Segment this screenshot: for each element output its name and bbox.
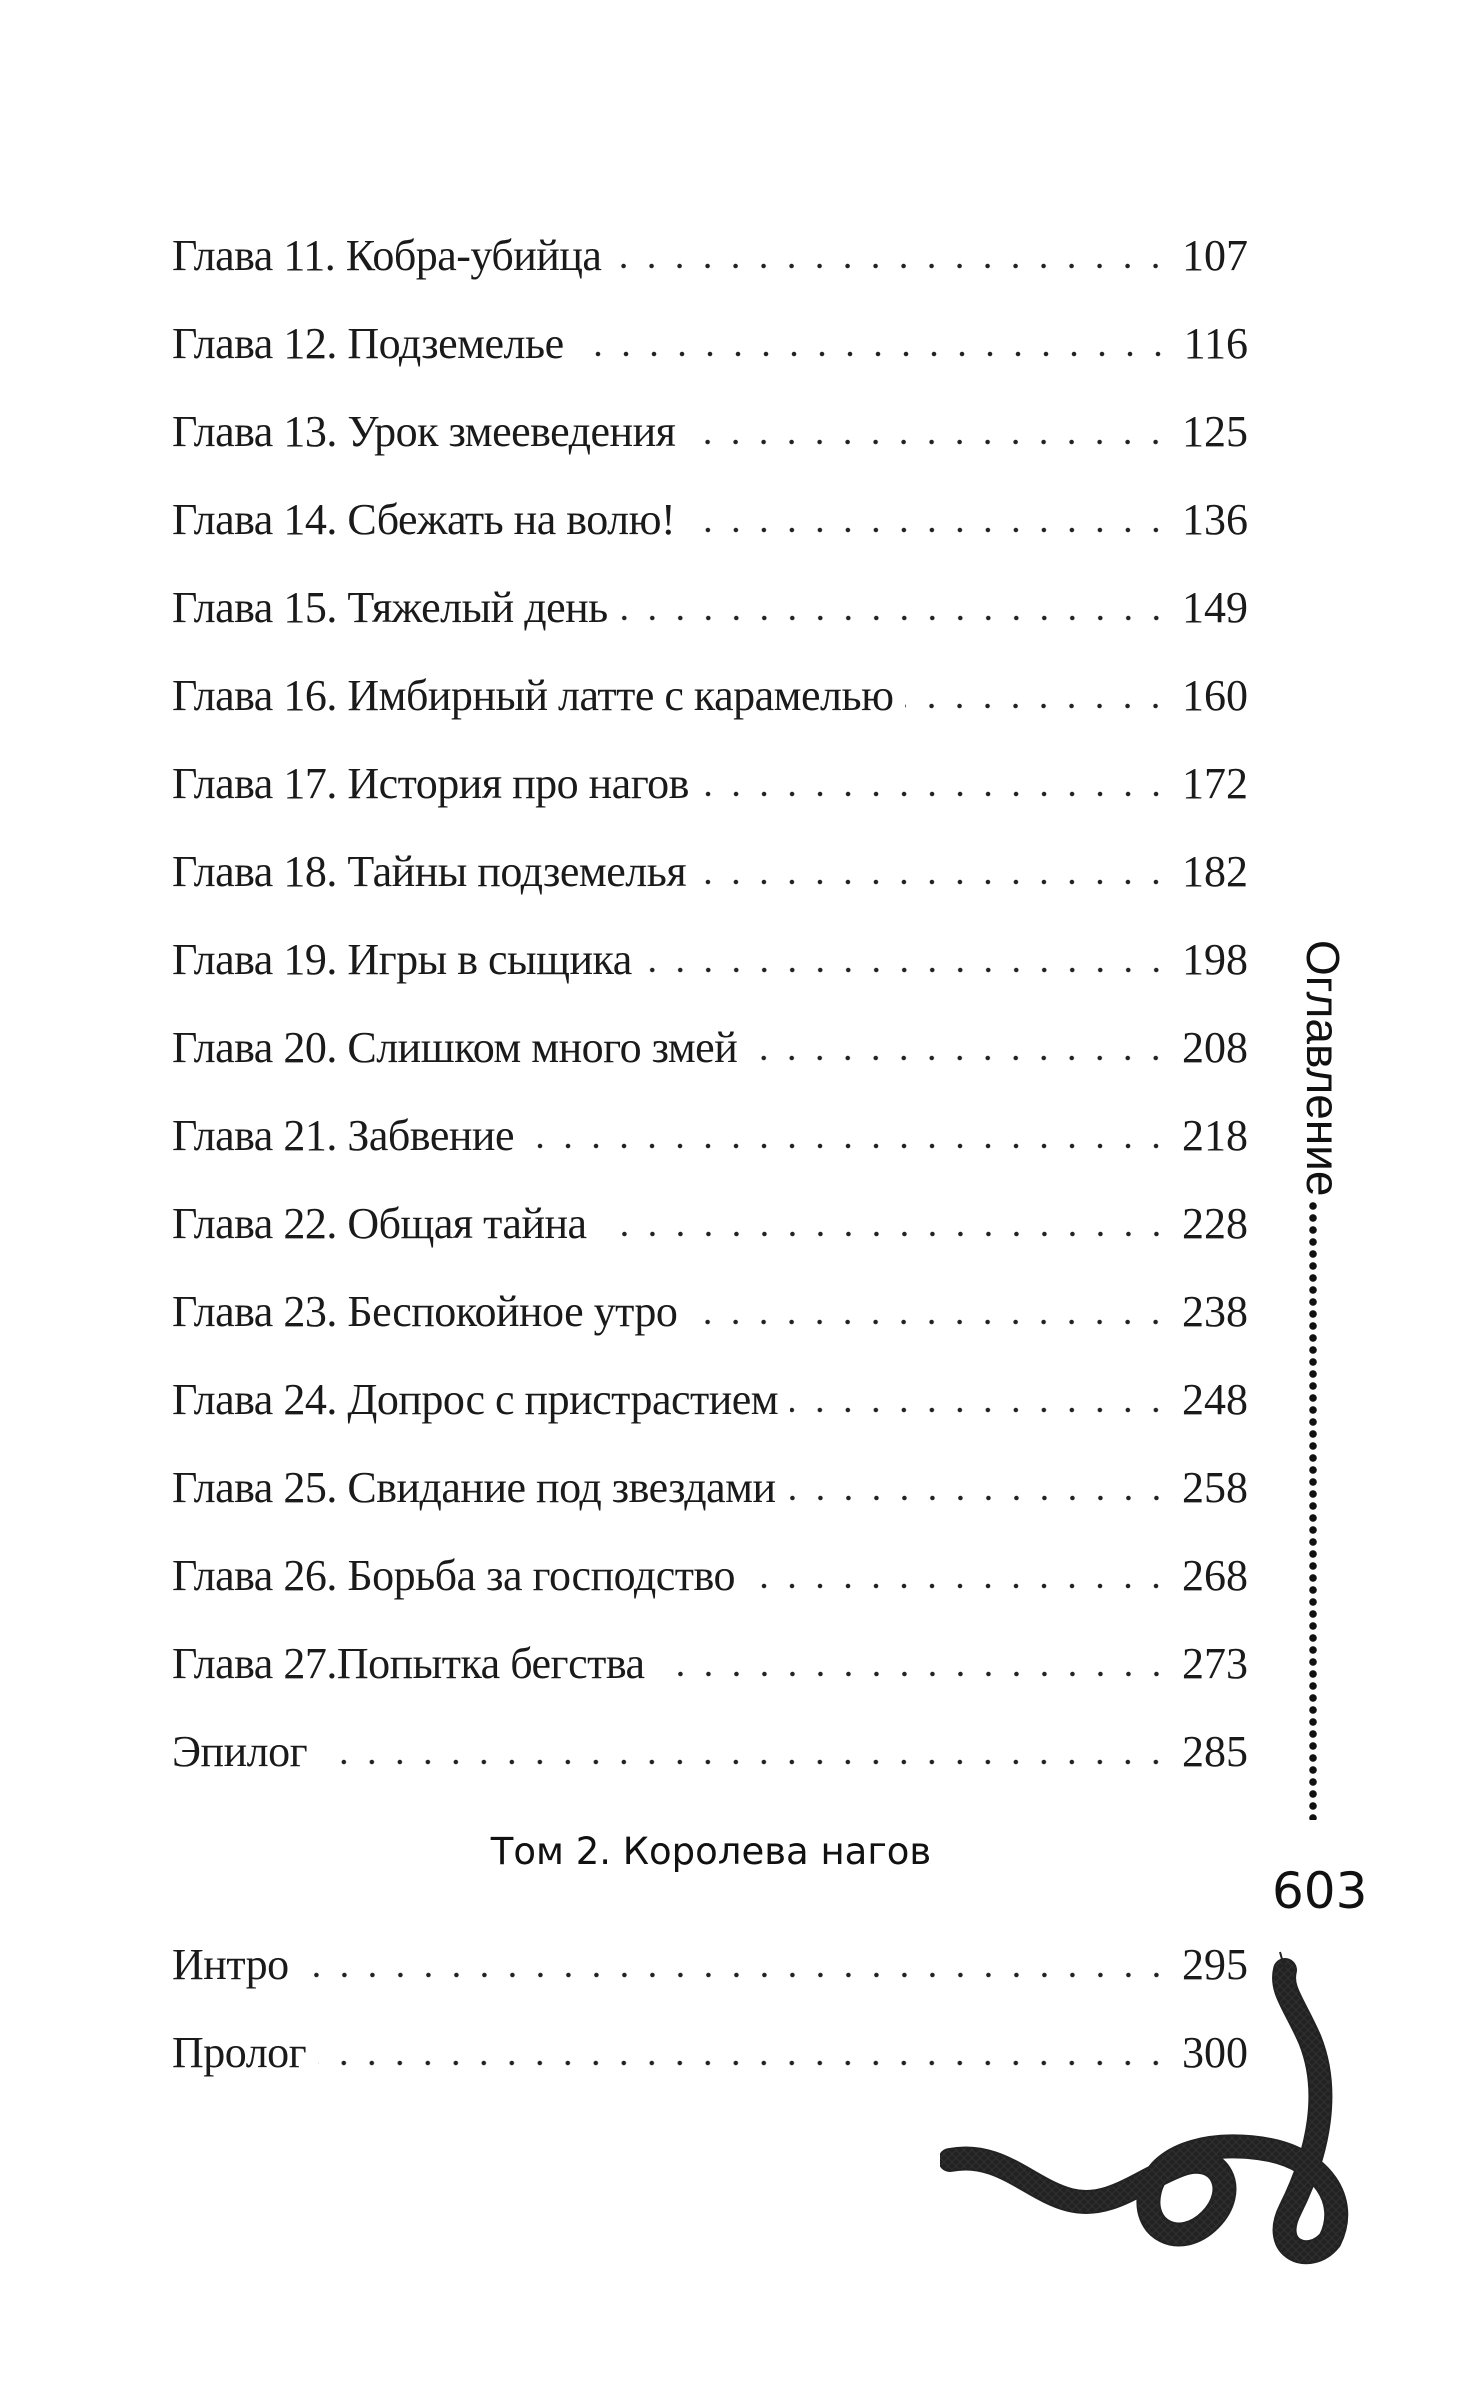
- toc-volume-2: Интро 295 Пролог 300: [172, 1921, 1248, 2097]
- toc-entry: Глава 17. История про нагов 172: [172, 740, 1248, 828]
- entry-title: Глава 23. Беспокойное утро: [172, 1287, 678, 1336]
- running-head: Оглавление: [1297, 940, 1349, 1197]
- toc-entry: Глава 13. Урок змееведения 125: [172, 388, 1248, 476]
- toc-entry: Интро 295: [172, 1921, 1248, 2009]
- dot-leader: [319, 1758, 1170, 1766]
- entry-title: Глава 21. Забвение: [172, 1111, 514, 1160]
- entry-page: 149: [1182, 583, 1248, 632]
- entry-page: 198: [1182, 935, 1248, 984]
- entry-page: 208: [1182, 1023, 1248, 1072]
- dot-leader: [790, 1406, 1170, 1414]
- dot-leader: [643, 966, 1170, 974]
- page-number: 603: [1272, 1862, 1368, 1920]
- dot-leader: [598, 1230, 1170, 1238]
- dot-leader: [746, 1582, 1170, 1590]
- toc-entry: Глава 11. Кобра-убийца 107: [172, 212, 1248, 300]
- toc-entry: Глава 21. Забвение 218: [172, 1092, 1248, 1180]
- dot-leader: [687, 438, 1170, 446]
- entry-title: Глава 24. Допрос с пристрастием: [172, 1375, 779, 1424]
- toc-entry: Глава 18. Тайны подземелья 182: [172, 828, 1248, 916]
- dot-leader: [300, 1971, 1170, 1979]
- toc-entry: Глава 15. Тяжелый день 149: [172, 564, 1248, 652]
- toc-entry: Глава 27.Попытка бегства 273: [172, 1620, 1248, 1708]
- entry-page: 136: [1182, 495, 1248, 544]
- dot-leader: [613, 262, 1170, 270]
- entry-title: Глава 16. Имбирный латте с карамелью: [172, 671, 894, 720]
- toc-volume-1: Глава 11. Кобра-убийца 107 Глава 12. Подзе…: [172, 212, 1248, 1796]
- entry-page: 182: [1182, 847, 1248, 896]
- volume-2-heading: Том 2. Королева нагов: [490, 1830, 932, 1873]
- entry-title: Глава 13. Урок змееведения: [172, 407, 676, 456]
- dot-leader: [700, 790, 1170, 798]
- entry-page: 125: [1182, 407, 1248, 456]
- dot-leader: [575, 350, 1172, 358]
- dot-leader: [687, 526, 1170, 534]
- entry-page: 172: [1182, 759, 1248, 808]
- entry-title: Пролог: [172, 2028, 307, 2077]
- dot-leader: [525, 1142, 1170, 1150]
- entry-page: 218: [1182, 1111, 1248, 1160]
- dot-leader: [698, 878, 1170, 886]
- entry-page: 268: [1182, 1551, 1248, 1600]
- dot-leader: [905, 702, 1170, 710]
- entry-page: 116: [1183, 319, 1248, 368]
- entry-page: 107: [1182, 231, 1248, 280]
- entry-title: Глава 20. Слишком много змей: [172, 1023, 738, 1072]
- entry-page: 160: [1182, 671, 1248, 720]
- entry-title: Глава 25. Свидание под звездами: [172, 1463, 776, 1512]
- entry-title: Глава 12. Подземелье: [172, 319, 564, 368]
- toc-entry: Глава 16. Имбирный латте с карамелью 160: [172, 652, 1248, 740]
- entry-page: 228: [1182, 1199, 1248, 1248]
- dot-leader: [619, 614, 1170, 622]
- entry-title: Глава 11. Кобра-убийца: [172, 231, 602, 280]
- running-head-dots: [1309, 1200, 1317, 1820]
- dot-leader: [749, 1054, 1170, 1062]
- snake-icon: [940, 1951, 1349, 2265]
- toc-entry: Глава 19. Игры в сыщика 198: [172, 916, 1248, 1004]
- entry-page: 285: [1182, 1727, 1248, 1776]
- entry-page: 258: [1182, 1463, 1248, 1512]
- dot-leader: [318, 2059, 1170, 2067]
- toc-entry: Глава 25. Свидание под звездами 258: [172, 1444, 1248, 1532]
- entry-title: Глава 22. Общая тайна: [172, 1199, 587, 1248]
- entry-page: 273: [1182, 1639, 1248, 1688]
- entry-page: 248: [1182, 1375, 1248, 1424]
- toc-entry: Глава 22. Общая тайна 228: [172, 1180, 1248, 1268]
- entry-title: Глава 14. Сбежать на волю!: [172, 495, 676, 544]
- entry-title: Глава 19. Игры в сыщика: [172, 935, 632, 984]
- toc-entry: Глава 14. Сбежать на волю! 136: [172, 476, 1248, 564]
- entry-page: 295: [1182, 1940, 1248, 1989]
- dot-leader: [689, 1318, 1170, 1326]
- entry-page: 300: [1182, 2028, 1248, 2077]
- entry-title: Интро: [172, 1940, 289, 1989]
- dot-leader: [787, 1494, 1170, 1502]
- toc-entry: Эпилог 285: [172, 1708, 1248, 1796]
- entry-title: Глава 27.Попытка бегства: [172, 1639, 645, 1688]
- entry-page: 238: [1182, 1287, 1248, 1336]
- toc-entry: Глава 12. Подземелье 116: [172, 300, 1248, 388]
- entry-title: Глава 26. Борьба за господство: [172, 1551, 735, 1600]
- toc-entry: Глава 26. Борьба за господство 268: [172, 1532, 1248, 1620]
- entry-title: Эпилог: [172, 1727, 308, 1776]
- toc-entry: Пролог 300: [172, 2009, 1248, 2097]
- toc-entry: Глава 24. Допрос с пристрастием 248: [172, 1356, 1248, 1444]
- toc-entry: Глава 23. Беспокойное утро 238: [172, 1268, 1248, 1356]
- dot-leader: [656, 1670, 1170, 1678]
- entry-title: Глава 15. Тяжелый день: [172, 583, 608, 632]
- entry-title: Глава 18. Тайны подземелья: [172, 847, 687, 896]
- entry-title: Глава 17. История про нагов: [172, 759, 689, 808]
- toc-entry: Глава 20. Слишком много змей 208: [172, 1004, 1248, 1092]
